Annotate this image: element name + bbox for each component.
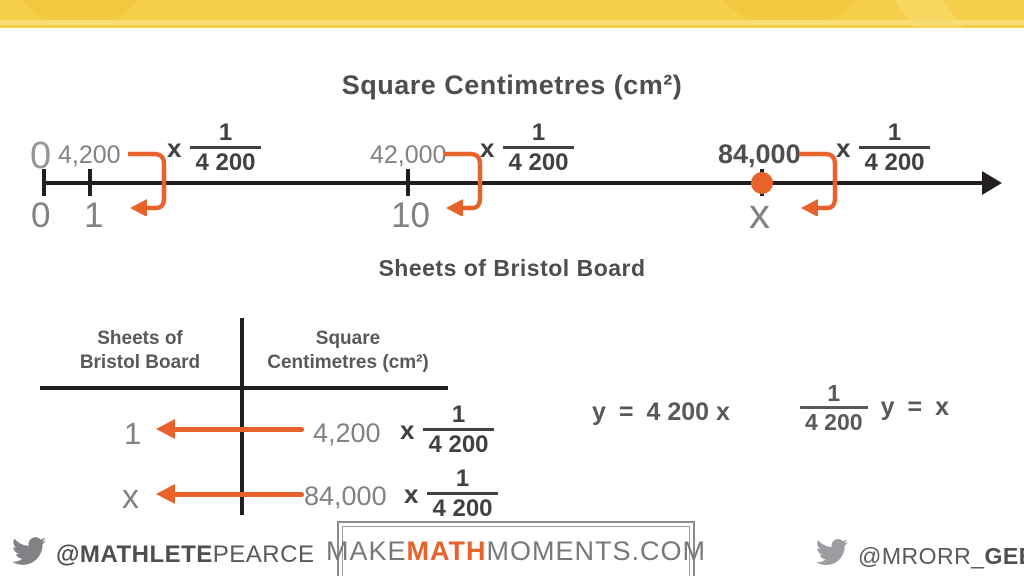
table-col2-header-line1: Square (315, 328, 381, 349)
multiplier-group: x 1 4 200 (400, 402, 494, 457)
table-col1-header: Sheets of Bristol Board (42, 327, 238, 375)
fraction: 1 4 200 (427, 465, 498, 523)
fraction-numerator: 1 (455, 465, 470, 492)
fraction: 1 4 200 (503, 119, 574, 177)
point-bottom-label: x (749, 190, 770, 237)
equals-sign: = (618, 398, 634, 426)
point-top-label: 4,200 (58, 141, 121, 169)
row-arrow-head-icon (156, 484, 175, 504)
tick-10 (406, 169, 410, 196)
fraction-denominator: 4 200 (195, 149, 256, 177)
axis-title-bottom: Sheets of Bristol Board (378, 255, 646, 281)
table-column-divider (240, 318, 244, 515)
twitter-handle-left[interactable]: @MATHLETEPEARCE (56, 541, 314, 569)
fraction-bar (503, 146, 574, 150)
axis-title-top: Square Centimetres (cm²) (341, 70, 683, 100)
fraction-bar (800, 406, 868, 410)
origin-top-label: 0 (30, 135, 52, 177)
table-col2-header-line2: Centimetres (cm²) (267, 351, 429, 373)
fraction-denominator: 4 200 (864, 149, 925, 177)
hook-arrow-icon (128, 151, 167, 216)
fraction-numerator: 1 (887, 119, 902, 146)
number-line (44, 181, 984, 185)
twitter-icon (12, 537, 46, 565)
multiplication-sign: x (400, 414, 415, 445)
table-row-sheets-value: x (122, 478, 139, 516)
multiplier-group: x 1 4 200 (480, 120, 574, 175)
number-line-arrowhead-icon (982, 171, 1002, 195)
multiplication-sign: x (480, 132, 495, 163)
multiplier-group: x 1 4 200 (404, 466, 498, 521)
fraction-numerator: 1 (218, 119, 233, 146)
point-bottom-label: 1 (84, 196, 104, 235)
handle-bold-part: @MATHLETE (56, 541, 213, 568)
fraction-denominator: 4 200 (805, 409, 863, 436)
multiplication-sign: x (167, 132, 182, 163)
fraction: 1 4 200 (190, 119, 261, 177)
table-col2-header: Square Centimetres (cm²) (248, 327, 448, 375)
handle-regular-part: PEARCE (212, 541, 315, 568)
origin-bottom-label: 0 (31, 196, 51, 235)
tick-0 (42, 169, 46, 196)
row-arrow (172, 492, 304, 497)
handle-regular-part: @MRORR_ (858, 543, 985, 569)
equation-direct: y = 4 200 x (592, 398, 730, 427)
fraction-bar (859, 146, 930, 150)
fraction: 1 4 200 (423, 401, 494, 459)
hook-arrow-icon (799, 151, 838, 216)
fraction: 1 4 200 (859, 119, 930, 177)
fraction-bar (423, 428, 494, 432)
tick-1 (88, 169, 92, 196)
point-top-label: 84,000 (718, 139, 801, 169)
site-highlight: MATH (406, 536, 487, 566)
table-row-square-value: 84,000 (304, 481, 387, 511)
fraction-denominator: 4 200 (508, 149, 569, 177)
multiplication-sign: x (836, 132, 851, 163)
table-header-divider (40, 386, 448, 390)
row-arrow (172, 427, 304, 432)
site-pre: MAKE (326, 536, 407, 566)
fraction-bar (427, 492, 498, 496)
twitter-icon (816, 538, 848, 566)
table-col1-header-line1: Sheets of (97, 328, 183, 349)
equation-lhs: y (592, 398, 606, 426)
table-row-square-value: 4,200 (313, 418, 381, 448)
table-col1-header-line2: Bristol Board (79, 351, 201, 373)
site-logo-box-inner: MAKEMATHMOMENTS.COM (326, 526, 705, 576)
equation-rhs: 4 200 x (646, 398, 730, 426)
fraction-numerator: 1 (827, 380, 841, 406)
equation-variable: y (880, 393, 895, 422)
top-banner (0, 0, 1024, 28)
banner-strip (0, 20, 1024, 25)
point-top-label: 42,000 (370, 141, 447, 169)
fraction-denominator: 4 200 (428, 431, 489, 459)
fraction-numerator: 1 (531, 119, 546, 146)
fraction-bar (190, 146, 261, 150)
row-arrow-head-icon (156, 419, 175, 439)
site-post: MOMENTS.COM (486, 536, 707, 566)
fraction: 1 4 200 (800, 381, 868, 434)
equation-rhs: x (935, 393, 949, 422)
equals-sign: = (907, 393, 923, 422)
handle-bold-part: GEEK (984, 543, 1024, 569)
site-logo-box: MAKEMATHMOMENTS.COM (326, 521, 705, 576)
twitter-handle-right[interactable]: @MRORR_GEEK (858, 543, 1024, 570)
fraction-numerator: 1 (451, 401, 466, 428)
hook-arrow-icon (444, 151, 483, 216)
multiplier-group: x 1 4 200 (836, 120, 930, 175)
multiplier-group: x 1 4 200 (167, 120, 261, 175)
point-bottom-label: 10 (391, 196, 430, 235)
multiplication-sign: x (404, 478, 419, 509)
fraction-denominator: 4 200 (432, 495, 493, 523)
site-url[interactable]: MAKEMATHMOMENTS.COM (326, 536, 706, 567)
equation-inverse: 1 4 200 y = x (800, 381, 949, 434)
table-row-sheets-value: 1 (124, 416, 142, 451)
highlight-dot (751, 172, 773, 194)
